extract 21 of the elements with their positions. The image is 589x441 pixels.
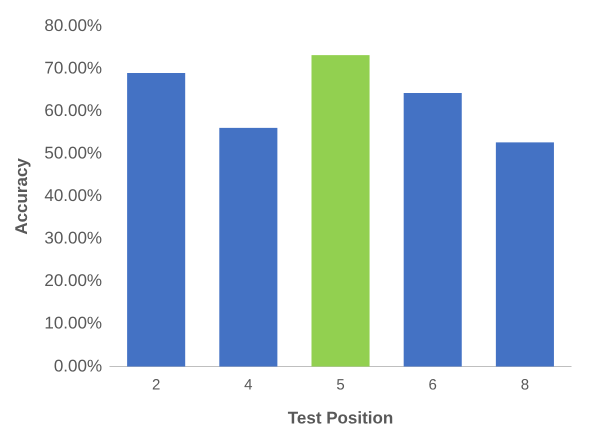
bar: [127, 73, 186, 367]
y-tick-label: 80.00%: [44, 16, 102, 35]
y-tick-label: 70.00%: [44, 58, 102, 78]
y-tick-label: 30.00%: [44, 228, 102, 248]
y-tick-label: 50.00%: [44, 144, 102, 163]
bar: [311, 55, 370, 367]
x-axis-title: Test Position: [288, 408, 394, 428]
y-axis-title: Accuracy: [12, 158, 31, 235]
x-tick-label: 4: [244, 376, 253, 394]
x-tick-label: 2: [152, 376, 160, 394]
x-tick-label: 8: [520, 376, 530, 394]
x-tick-label: 5: [336, 376, 345, 394]
bar: [404, 93, 462, 367]
y-tick-label: 20.00%: [44, 271, 102, 290]
bar: [496, 142, 554, 367]
x-tick-label: 6: [428, 376, 437, 394]
y-tick-label: 40.00%: [44, 186, 102, 206]
y-tick-label: 10.00%: [44, 314, 102, 333]
y-tick-label: 60.00%: [44, 100, 102, 120]
y-tick-label: 0.00%: [54, 356, 102, 376]
bar: [219, 128, 278, 367]
